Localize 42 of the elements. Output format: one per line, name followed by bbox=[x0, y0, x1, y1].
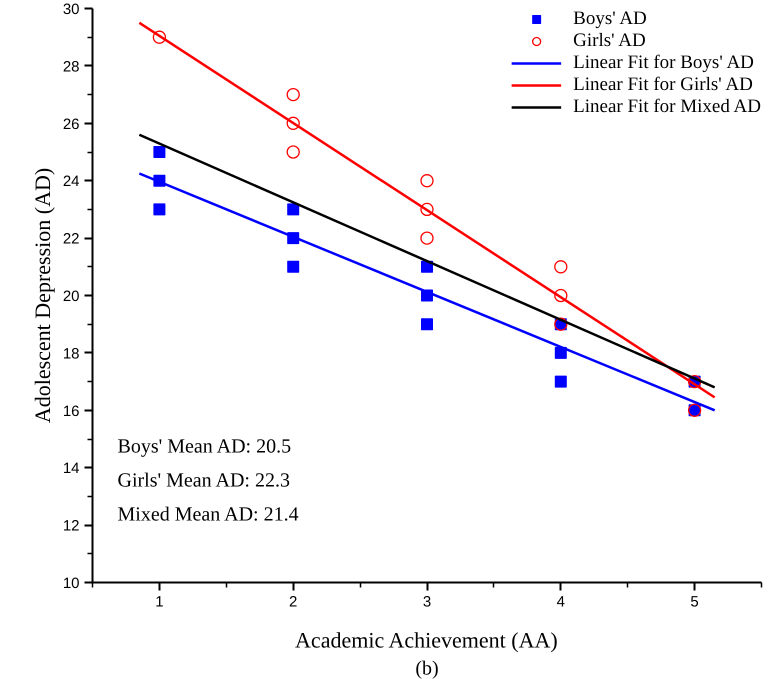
y-tick-label: 20 bbox=[62, 288, 80, 305]
y-tick-label: 12 bbox=[62, 518, 80, 535]
point bbox=[421, 318, 433, 330]
legend-label: Linear Fit for Mixed AD bbox=[573, 96, 761, 118]
point bbox=[287, 260, 300, 273]
legend-label: Linear Fit for Girls' AD bbox=[573, 74, 753, 96]
point bbox=[554, 288, 568, 302]
text: (b) bbox=[415, 658, 439, 679]
x-tick-label: 4 bbox=[556, 594, 565, 610]
y-tick-label: 18 bbox=[62, 345, 80, 362]
y-tick-label: 26 bbox=[62, 116, 80, 133]
x-tick-label: 1 bbox=[155, 594, 164, 610]
annotation: Girls' Mean AD: 22.3 bbox=[118, 470, 290, 492]
y-tick-label: 24 bbox=[62, 173, 80, 190]
y-tick-label: 10 bbox=[62, 575, 80, 592]
y-tick-label: 22 bbox=[62, 230, 80, 248]
x-axis-title: Academic Achievement (AA) bbox=[295, 628, 558, 652]
legend-label: Linear Fit for Boys' AD bbox=[573, 52, 754, 74]
point bbox=[286, 145, 300, 159]
point bbox=[286, 88, 300, 102]
legend-label: Boys' AD bbox=[573, 8, 647, 30]
x-tick-label: 3 bbox=[422, 594, 432, 610]
point bbox=[287, 203, 300, 216]
annotation: Boys' Mean AD: 20.5 bbox=[118, 436, 292, 458]
x-tick-label: 5 bbox=[690, 594, 699, 610]
y-tick-label: 14 bbox=[62, 460, 80, 478]
point bbox=[554, 376, 567, 388]
legend-label: Girls' AD bbox=[573, 30, 646, 52]
point bbox=[153, 146, 166, 158]
y-tick-label: 28 bbox=[62, 58, 80, 76]
x-tick-label: 2 bbox=[289, 594, 298, 610]
point bbox=[153, 203, 166, 216]
point bbox=[420, 231, 434, 245]
point bbox=[554, 260, 568, 274]
point bbox=[420, 202, 434, 216]
point bbox=[286, 116, 300, 130]
point bbox=[420, 174, 434, 188]
y-axis-title: Adolescent Depression (AD) bbox=[30, 168, 55, 424]
y-tick-label: 30 bbox=[62, 1, 80, 18]
point bbox=[152, 30, 166, 44]
annotation: Mixed Mean AD: 21.4 bbox=[118, 504, 299, 526]
y-tick-label: 16 bbox=[62, 402, 80, 420]
